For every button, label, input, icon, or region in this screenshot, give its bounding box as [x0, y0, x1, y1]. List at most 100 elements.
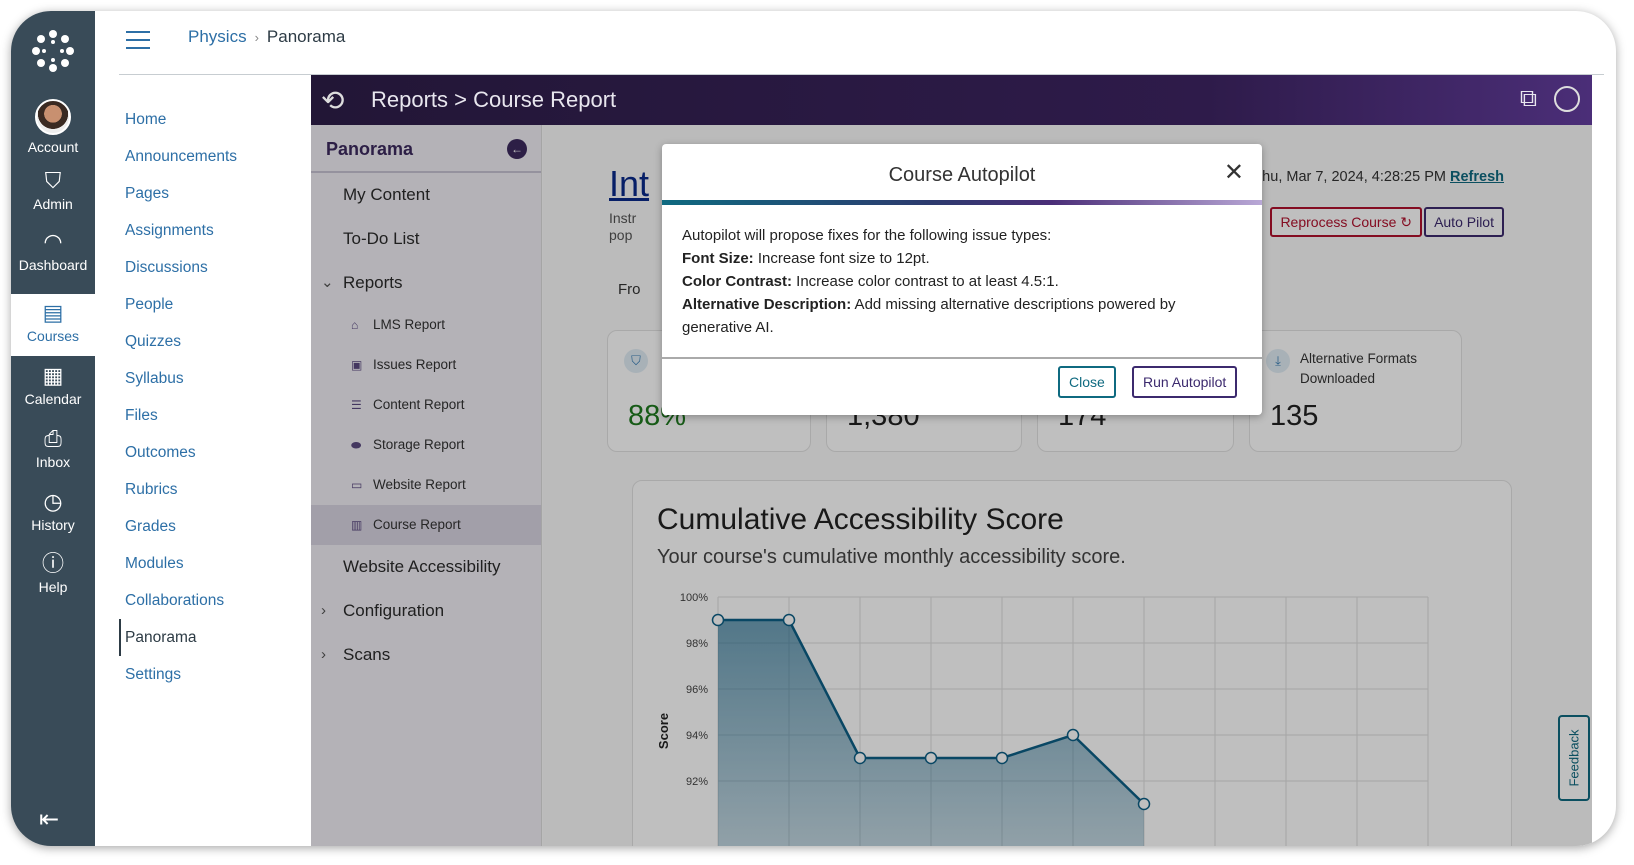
- app-header: ⟲ Reports > Course Report ⧉: [311, 75, 1592, 125]
- close-button[interactable]: Close: [1058, 366, 1116, 398]
- feedback-tab[interactable]: Feedback: [1558, 715, 1590, 801]
- issue-text: Increase color contrast to at least 4.5:…: [792, 273, 1059, 290]
- sidebar-report-item[interactable]: ▣ Issues Report: [311, 345, 541, 385]
- course-nav-item[interactable]: Outcomes: [125, 444, 196, 461]
- sidebar-report-item[interactable]: ▭ Website Report: [311, 465, 541, 505]
- course-nav-item[interactable]: Home: [125, 111, 167, 128]
- instr-text: Instr: [609, 210, 637, 226]
- y-tick-label: 98%: [686, 638, 708, 650]
- issue-label: Color Contrast:: [682, 273, 792, 290]
- course-nav-item[interactable]: Files: [125, 407, 158, 424]
- sidebar-item-my-content[interactable]: My Content: [343, 185, 430, 204]
- sidebar-header: Panorama ←: [311, 125, 541, 173]
- nav-label: Dashboard: [18, 257, 88, 273]
- instr-text: pop: [609, 227, 633, 243]
- panorama-app: ⟲ Reports > Course Report ⧉ Panorama ← My…: [311, 75, 1592, 846]
- course-nav-item[interactable]: Grades: [125, 518, 176, 535]
- configuration-label: Configuration: [343, 601, 445, 620]
- course-nav-item[interactable]: Announcements: [125, 148, 238, 165]
- area-fill: [718, 620, 1144, 846]
- chevron-right-icon: ›: [321, 646, 326, 663]
- user-profile-icon[interactable]: [1554, 86, 1580, 112]
- report-label: LMS Report: [373, 317, 446, 332]
- refresh-link[interactable]: Refresh: [1450, 169, 1504, 185]
- bank-icon: ⌂: [351, 318, 359, 332]
- nav-admin[interactable]: ⛉ Admin: [11, 166, 95, 228]
- chart-subtitle: Your course's cumulative monthly accessi…: [657, 546, 1126, 568]
- modal-intro: Autopilot will propose fixes for the fol…: [682, 227, 1052, 244]
- canvas-logo-icon[interactable]: [31, 29, 75, 73]
- data-point: [1137, 797, 1151, 811]
- sidebar-item-scans[interactable]: › Scans: [311, 633, 541, 677]
- course-nav-item[interactable]: Syllabus: [125, 370, 184, 387]
- shield-icon: ⛉: [624, 349, 648, 373]
- nav-label: History: [31, 517, 75, 533]
- nav-inbox[interactable]: ⎙ Inbox: [11, 424, 95, 486]
- modal-footer-divider: [662, 357, 1262, 359]
- collapse-nav-icon[interactable]: ⇤: [39, 806, 60, 833]
- course-nav-item[interactable]: Panorama: [119, 619, 309, 656]
- nav-history[interactable]: ◷ History: [11, 487, 95, 549]
- chart-title: Cumulative Accessibility Score: [657, 503, 1064, 536]
- card-value: 135: [1270, 400, 1319, 432]
- sidebar-item-configuration[interactable]: › Configuration: [311, 589, 541, 633]
- window-icon: ▭: [351, 478, 363, 492]
- sidebar-report-item[interactable]: ⬬ Storage Report: [311, 425, 541, 465]
- external-link-icon[interactable]: ⧉: [1519, 85, 1537, 112]
- data-point: [924, 751, 938, 765]
- report-label: Issues Report: [373, 357, 457, 372]
- nav-calendar[interactable]: ▦ Calendar: [11, 361, 95, 423]
- course-nav-item[interactable]: Quizzes: [125, 333, 181, 350]
- nav-courses[interactable]: ▤ Courses: [11, 294, 95, 356]
- gradient-divider: [662, 200, 1262, 205]
- global-nav: Account ⛉ Admin ◠ Dashboard ▤ Courses ▦ Cale…: [11, 11, 95, 846]
- y-tick-label: 96%: [686, 684, 708, 696]
- data-point: [1066, 728, 1080, 742]
- chevron-right-icon: ›: [254, 30, 259, 45]
- calendar-icon: ▦: [42, 363, 64, 388]
- instructor-info: Instr pop: [609, 210, 636, 244]
- data-point: [711, 613, 725, 627]
- sidebar-item-reports[interactable]: ⌄ Reports: [311, 261, 541, 305]
- arrow-left-icon[interactable]: ←: [507, 139, 527, 159]
- divider: [119, 74, 1604, 75]
- chevron-down-icon: ⌄: [321, 274, 334, 291]
- nav-dashboard[interactable]: ◠ Dashboard: [11, 227, 95, 289]
- course-nav-item[interactable]: Settings: [125, 666, 182, 683]
- close-icon[interactable]: ✕: [1223, 159, 1244, 186]
- help-icon: ⓘ: [41, 551, 64, 576]
- issue-label: Font Size:: [682, 250, 754, 267]
- sidebar-report-item[interactable]: ▥ Course Report: [311, 505, 541, 545]
- y-axis-label: Score: [656, 713, 671, 749]
- shield-wrench-icon: ⛉: [44, 168, 62, 193]
- scans-label: Scans: [343, 645, 391, 664]
- button-label: Reprocess Course: [1280, 214, 1397, 230]
- report-label: Website Report: [373, 477, 466, 492]
- course-nav-item[interactable]: Collaborations: [125, 592, 225, 609]
- reprocess-course-button[interactable]: Reprocess Course ↻: [1270, 207, 1422, 237]
- sidebar-item-todo[interactable]: To-Do List: [343, 229, 420, 248]
- course-nav-item[interactable]: Modules: [125, 555, 184, 572]
- report-label: Course Report: [373, 517, 461, 532]
- hamburger-menu-icon[interactable]: [126, 31, 150, 49]
- card-label: Alternative Formats Downloaded: [1300, 351, 1418, 386]
- sidebar-report-item[interactable]: ⌂ LMS Report: [311, 305, 541, 345]
- sidebar-item-website-accessibility[interactable]: Website Accessibility: [343, 557, 501, 576]
- run-autopilot-button[interactable]: Run Autopilot: [1132, 366, 1238, 398]
- course-nav: Home Announcements Pages Assignments Discuss…: [119, 101, 309, 693]
- nav-account[interactable]: Account: [11, 99, 95, 161]
- nav-help[interactable]: ⓘ Help: [11, 549, 95, 611]
- nav-label: Help: [38, 579, 68, 595]
- course-nav-item[interactable]: People: [125, 296, 174, 313]
- report-label: Content Report: [373, 397, 465, 412]
- course-nav-item[interactable]: Assignments: [125, 222, 214, 239]
- course-nav-item[interactable]: Discussions: [125, 259, 208, 276]
- auto-pilot-button[interactable]: Auto Pilot: [1424, 207, 1504, 237]
- course-nav-item[interactable]: Pages: [125, 185, 169, 202]
- course-nav-item[interactable]: Rubrics: [125, 481, 178, 498]
- course-title-link[interactable]: Int: [609, 163, 650, 204]
- timestamp: Thu, Mar 7, 2024, 4:28:25 PM: [1253, 169, 1446, 185]
- breadcrumb-course-link[interactable]: Physics: [188, 27, 247, 46]
- list-icon: ☰: [351, 398, 362, 412]
- sidebar-report-item[interactable]: ☰ Content Report: [311, 385, 541, 425]
